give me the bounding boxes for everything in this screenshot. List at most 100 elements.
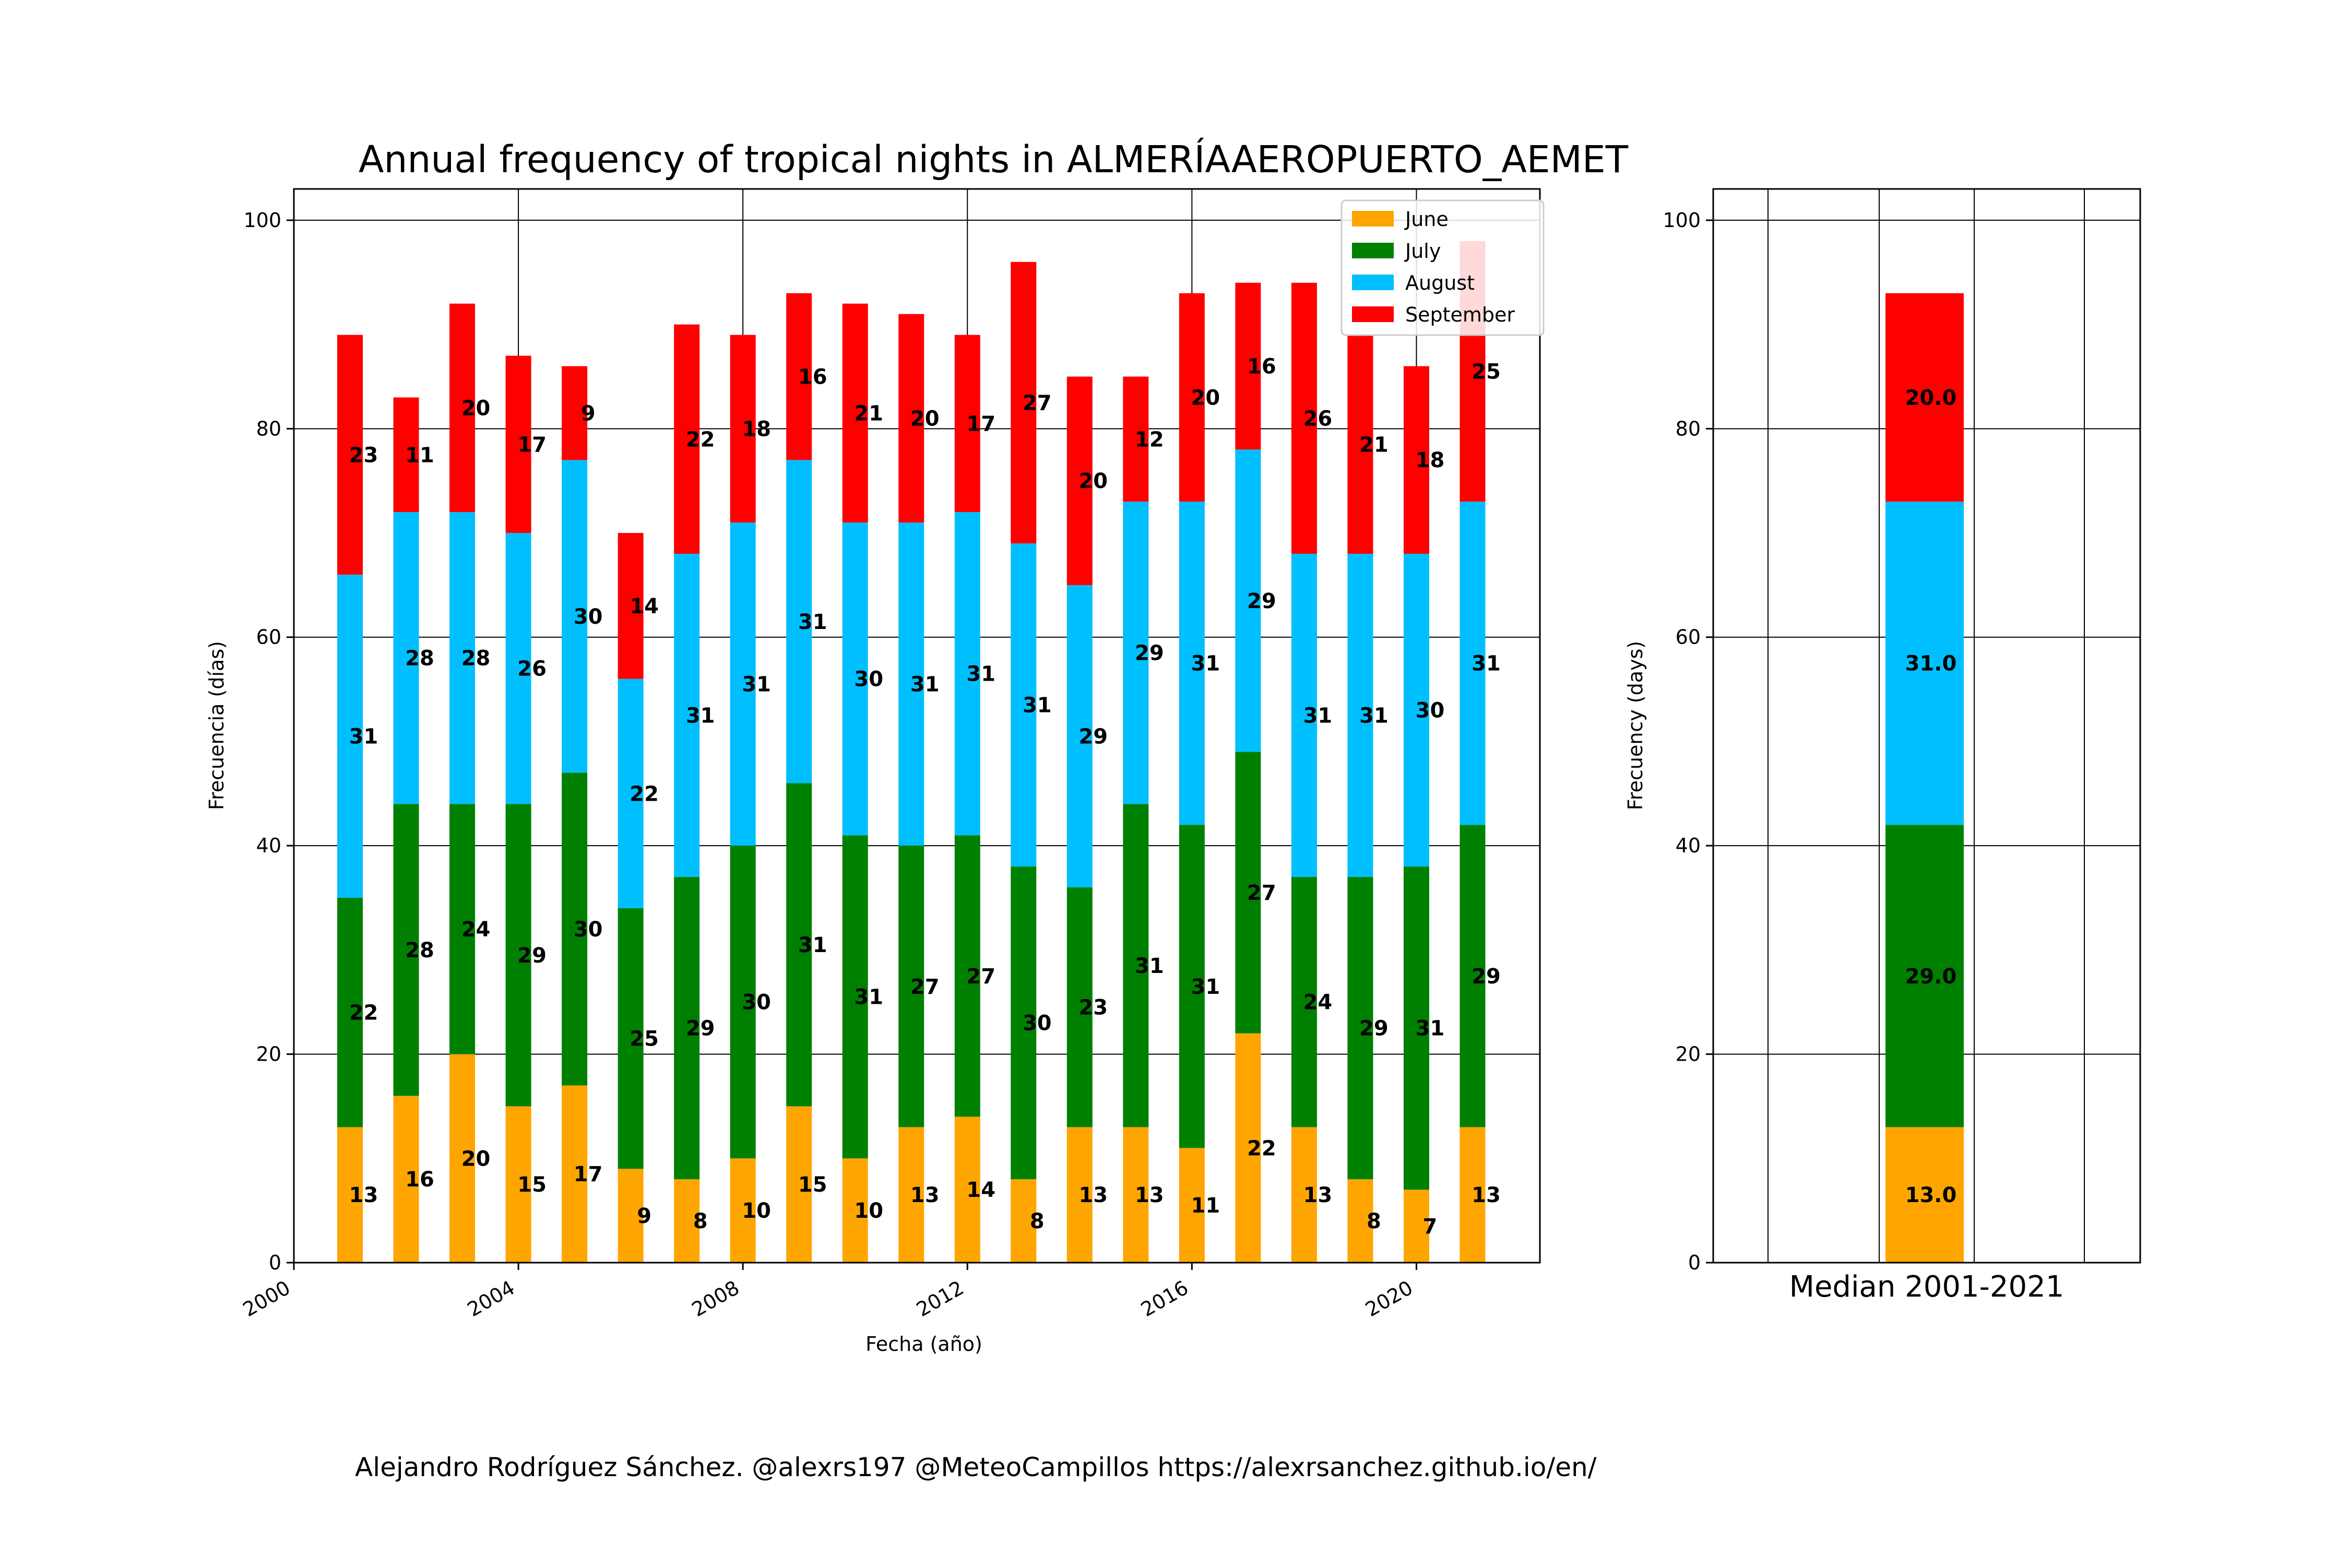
bar-june-2009 xyxy=(786,1106,812,1263)
bar-label-june-2020: 7 xyxy=(1423,1215,1438,1239)
bar-label-june-2001: 13 xyxy=(349,1183,378,1207)
bar-label-july-2006: 25 xyxy=(630,1027,659,1051)
bar-july-2007 xyxy=(674,877,700,1180)
bar-label-june-2015: 13 xyxy=(1135,1183,1164,1207)
bar-label-july-2013: 30 xyxy=(1023,1012,1052,1036)
bar-label-july-2009: 31 xyxy=(798,933,827,957)
median-bar-label-august: 31.0 xyxy=(1905,652,1957,676)
bar-september-2002 xyxy=(393,397,419,513)
legend-label-august: August xyxy=(1405,271,1475,294)
bar-label-june-2003: 20 xyxy=(461,1147,491,1171)
main-y-tick-label: 40 xyxy=(256,834,281,857)
bar-september-2005 xyxy=(562,366,588,460)
bar-label-june-2013: 8 xyxy=(1030,1209,1045,1233)
bar-label-august-2015: 29 xyxy=(1135,642,1164,666)
bar-label-july-2014: 23 xyxy=(1078,996,1108,1020)
chart-title: Annual frequency of tropical nights in A… xyxy=(359,138,1629,181)
bar-september-2017 xyxy=(1235,282,1261,450)
median-y-tick-label: 80 xyxy=(1676,417,1701,440)
bar-august-2013 xyxy=(1011,543,1037,867)
bar-label-june-2002: 16 xyxy=(405,1168,434,1192)
bar-label-september-2020: 18 xyxy=(1416,448,1445,472)
bar-september-2006 xyxy=(618,533,644,679)
legend-swatch-july xyxy=(1352,243,1394,258)
median-bar-labels: 13.0 29.0 31.0 20.0 xyxy=(1905,386,1957,1207)
legend-label-september: September xyxy=(1405,303,1515,326)
bar-august-2020 xyxy=(1403,553,1429,867)
bar-august-2005 xyxy=(562,460,588,773)
bar-july-2006 xyxy=(618,908,644,1169)
main-x-axis-label: Fecha (año) xyxy=(865,1333,982,1356)
median-bar-june xyxy=(1885,1127,1964,1263)
bar-label-september-2001: 23 xyxy=(349,443,378,467)
bar-label-august-2017: 29 xyxy=(1247,589,1276,613)
bar-september-2018 xyxy=(1291,282,1317,554)
bar-september-2012 xyxy=(954,335,980,513)
bar-august-2012 xyxy=(954,512,980,836)
bar-june-2021 xyxy=(1460,1127,1486,1263)
credits-footer: Alejandro Rodríguez Sánchez. @alexrs197 … xyxy=(355,1452,1597,1482)
bar-august-2003 xyxy=(449,512,476,804)
bar-june-2002 xyxy=(393,1096,419,1263)
median-y-tick-label: 20 xyxy=(1676,1043,1701,1066)
bar-label-september-2021: 25 xyxy=(1472,360,1501,384)
bar-july-2012 xyxy=(954,835,980,1117)
main-x-tick-label: 2004 xyxy=(464,1276,519,1321)
median-y-tick-label: 60 xyxy=(1676,626,1701,649)
bar-july-2003 xyxy=(449,804,476,1054)
bar-september-2003 xyxy=(449,303,476,513)
bar-june-2012 xyxy=(954,1116,980,1263)
bar-label-june-2017: 22 xyxy=(1247,1136,1276,1160)
bar-label-july-2001: 22 xyxy=(349,1001,378,1025)
bar-july-2008 xyxy=(730,846,756,1159)
bar-label-august-2008: 31 xyxy=(742,673,771,697)
median-plot-frame xyxy=(1712,188,2141,1264)
bar-september-2004 xyxy=(505,355,531,533)
bar-label-july-2004: 29 xyxy=(517,944,547,968)
bar-september-2007 xyxy=(674,324,700,554)
bar-july-2013 xyxy=(1011,866,1037,1180)
bar-label-july-2017: 27 xyxy=(1247,881,1276,905)
bar-label-june-2016: 11 xyxy=(1191,1194,1220,1218)
bar-september-2010 xyxy=(842,303,868,523)
bar-label-september-2007: 22 xyxy=(686,427,715,452)
bar-august-2017 xyxy=(1235,449,1261,752)
bar-label-july-2010: 31 xyxy=(854,985,883,1009)
bar-june-2008 xyxy=(730,1158,756,1263)
bar-september-2013 xyxy=(1011,262,1037,544)
bar-label-august-2020: 30 xyxy=(1416,699,1445,723)
bar-august-2004 xyxy=(505,533,531,804)
bar-august-2015 xyxy=(1123,502,1149,804)
bar-september-2009 xyxy=(786,293,812,460)
bar-july-2002 xyxy=(393,804,419,1096)
main-x-tick-label: 2016 xyxy=(1137,1276,1192,1321)
bar-august-2008 xyxy=(730,522,756,846)
bar-label-july-2003: 24 xyxy=(461,918,491,942)
bar-june-2003 xyxy=(449,1054,476,1263)
main-x-tick-label: 2020 xyxy=(1361,1276,1417,1321)
main-x-tick-label: 2008 xyxy=(688,1276,743,1321)
bar-label-september-2009: 16 xyxy=(798,365,827,389)
bar-label-september-2002: 11 xyxy=(405,443,434,467)
bar-label-august-2018: 31 xyxy=(1303,704,1333,728)
main-plot-frame xyxy=(293,188,1541,1264)
bar-june-2006 xyxy=(618,1169,644,1263)
bar-july-2001 xyxy=(337,898,363,1127)
legend-swatch-september xyxy=(1352,306,1394,322)
bar-july-2015 xyxy=(1123,804,1149,1127)
bar-label-july-2016: 31 xyxy=(1191,975,1220,999)
bar-label-june-2018: 13 xyxy=(1303,1183,1333,1207)
bar-july-2010 xyxy=(842,835,868,1159)
bar-august-2002 xyxy=(393,512,419,804)
bar-june-2014 xyxy=(1066,1127,1093,1263)
bar-label-august-2010: 30 xyxy=(854,668,883,692)
bar-june-2015 xyxy=(1123,1127,1149,1263)
bar-label-september-2011: 20 xyxy=(910,407,940,431)
bar-label-september-2016: 20 xyxy=(1191,386,1220,410)
bar-june-2011 xyxy=(898,1127,924,1263)
bar-july-2018 xyxy=(1291,877,1317,1127)
legend-swatch-august xyxy=(1352,275,1394,290)
bar-june-2017 xyxy=(1235,1033,1261,1263)
bar-label-august-2016: 31 xyxy=(1191,652,1220,676)
